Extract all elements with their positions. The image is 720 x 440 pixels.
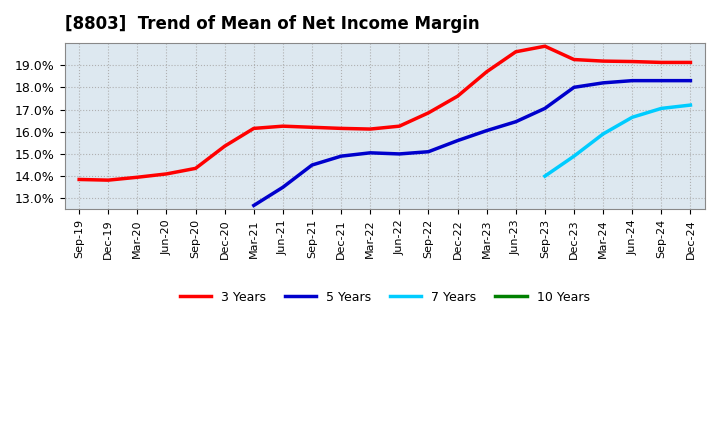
Legend: 3 Years, 5 Years, 7 Years, 10 Years: 3 Years, 5 Years, 7 Years, 10 Years: [175, 286, 595, 309]
Text: [8803]  Trend of Mean of Net Income Margin: [8803] Trend of Mean of Net Income Margi…: [65, 15, 480, 33]
